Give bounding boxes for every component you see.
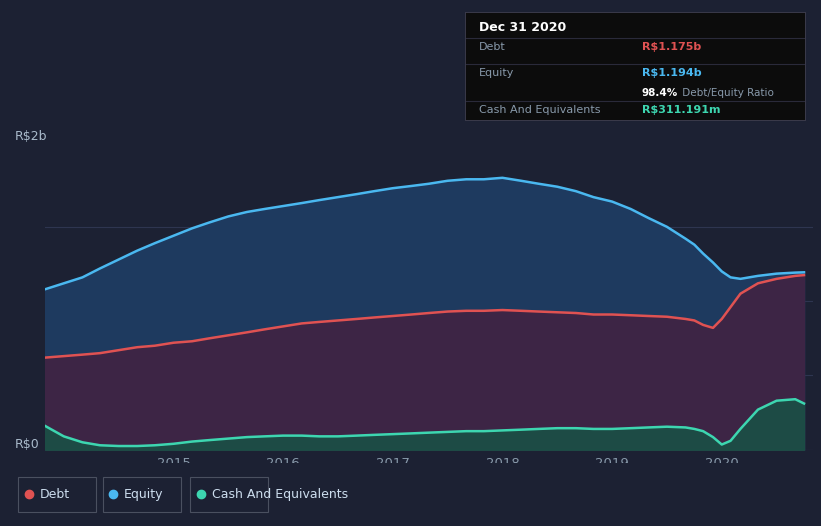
Text: Dec 31 2020: Dec 31 2020: [479, 21, 566, 34]
Text: Cash And Equivalents: Cash And Equivalents: [479, 105, 600, 115]
Text: R$0: R$0: [15, 438, 39, 451]
Text: Equity: Equity: [479, 68, 514, 78]
Text: Debt: Debt: [479, 42, 506, 52]
Text: Debt: Debt: [39, 488, 70, 501]
Text: Equity: Equity: [124, 488, 163, 501]
Text: Cash And Equivalents: Cash And Equivalents: [212, 488, 348, 501]
Text: R$1.194b: R$1.194b: [642, 68, 701, 78]
Text: Debt/Equity Ratio: Debt/Equity Ratio: [679, 88, 774, 98]
Text: R$1.175b: R$1.175b: [642, 42, 701, 52]
Text: R$311.191m: R$311.191m: [642, 105, 720, 115]
Text: 98.4%: 98.4%: [642, 88, 678, 98]
Text: R$2b: R$2b: [15, 130, 48, 143]
